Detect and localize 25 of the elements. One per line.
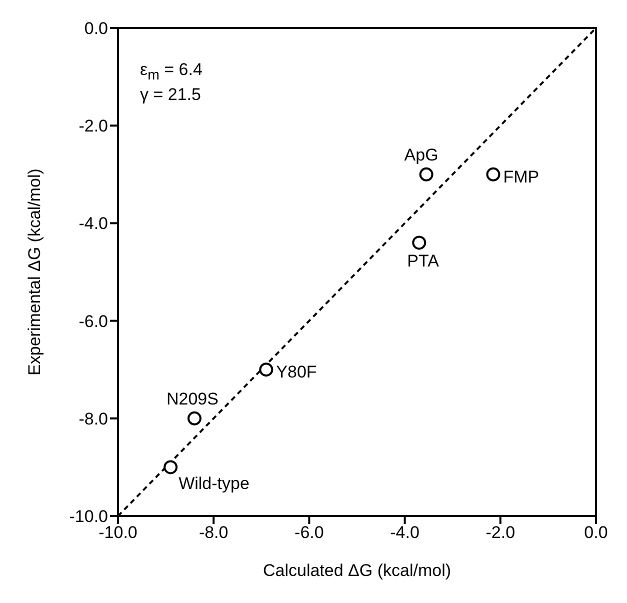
x-tick-label: -2.0 [486, 523, 516, 542]
y-tick-label: -8.0 [78, 409, 108, 428]
annotation: ε$_{m}$ = 6.4 γ = 21.5 [140, 60, 202, 104]
point [419, 167, 434, 182]
x-tick-label: -4.0 [390, 523, 420, 542]
point [187, 411, 202, 426]
point [259, 362, 274, 377]
y-tick-label: -2.0 [78, 116, 108, 136]
y-tick-label: -6.0 [78, 312, 108, 331]
point [164, 460, 178, 474]
x-tick-label: -8.0 [198, 523, 228, 542]
annotation: FMP [503, 167, 540, 186]
x-axis-title: Calculated ΔG (kcal/mol) [262, 561, 452, 580]
annotation: PTA [407, 252, 440, 271]
annotation: Wild-type [178, 474, 250, 494]
y-tick-label: 0.0 [84, 19, 108, 38]
x-tick-label: 0.0 [584, 523, 608, 542]
annotation: ApG [404, 145, 438, 164]
y-axis-title: Experimental ΔG (kcal/mol) [25, 168, 44, 376]
point [412, 236, 426, 250]
point [486, 167, 500, 182]
y-tick-label: -4.0 [78, 214, 108, 234]
annotation: Y80F [276, 362, 317, 382]
annotation: N209S [166, 389, 218, 408]
x-tick-label: -6.0 [294, 523, 324, 542]
